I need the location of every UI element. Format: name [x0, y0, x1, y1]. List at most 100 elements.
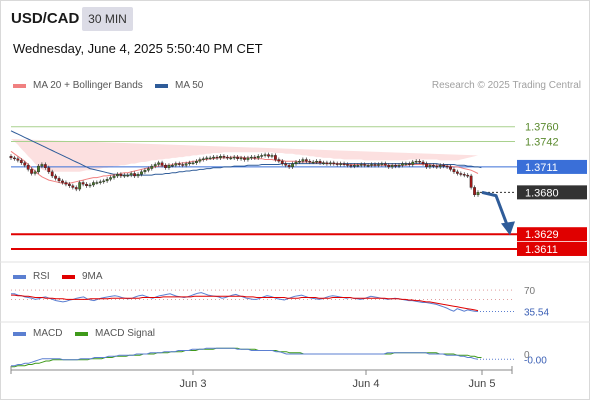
timeframe-badge[interactable]: 30 MIN: [82, 7, 133, 31]
candle-body: [195, 160, 198, 164]
candle-body: [54, 175, 58, 179]
bollinger-band-fill: [11, 139, 478, 172]
time-axis-label: Jun 5: [469, 378, 496, 390]
candle-body: [16, 158, 20, 161]
candle-body: [411, 161, 415, 165]
candle-body: [274, 155, 277, 160]
candle-body: [205, 157, 209, 160]
candle-body: [284, 163, 288, 166]
macd-signal-line: [11, 347, 482, 368]
candle-body: [315, 160, 319, 163]
candle-body: [401, 163, 404, 166]
candle-body: [119, 174, 123, 177]
candle-body: [201, 158, 205, 160]
symbol-title: USD/CAD: [11, 10, 80, 27]
candle-body: [140, 171, 143, 175]
candle-body: [88, 184, 92, 187]
candle-body: [380, 163, 384, 165]
candle-body: [366, 165, 370, 167]
macd-legend-label: MACD: [33, 328, 63, 339]
candle-body: [438, 165, 442, 168]
candle-body: [298, 160, 301, 163]
candle-body: [174, 163, 178, 166]
candle-body: [301, 159, 305, 162]
candle-body: [456, 171, 459, 174]
candle-body: [26, 165, 30, 170]
level-tag-last: [517, 185, 587, 200]
candle-body: [414, 160, 418, 163]
candle-body: [243, 157, 246, 160]
candle-body: [322, 162, 325, 165]
candle-body: [43, 164, 47, 168]
candle-body: [215, 156, 219, 159]
level-tag-support: [517, 241, 587, 256]
candle-body: [421, 161, 425, 164]
candle-body: [136, 174, 140, 177]
candle-body: [81, 182, 85, 185]
macd-line: [11, 347, 479, 367]
candle-body: [407, 163, 411, 165]
macd-zero-label: 0: [524, 350, 530, 361]
candle-body: [459, 173, 463, 175]
candle-body: [184, 163, 188, 166]
level-label-pivot: 1.3711: [525, 162, 558, 174]
candle-body: [387, 165, 391, 168]
candle-body: [160, 162, 164, 166]
candle-body: [23, 162, 27, 166]
level-label-last: 1.3680: [525, 187, 559, 199]
candle-body: [30, 169, 33, 174]
candle-body: [109, 177, 112, 180]
candle-body: [222, 156, 226, 158]
level-label-resistance: 1.3760: [525, 122, 559, 134]
candle-body: [287, 165, 291, 168]
candle-body: [232, 156, 236, 159]
forecast-arrow-shaft: [481, 190, 510, 228]
rsi-legend-label: RSI: [33, 271, 50, 282]
candle-body: [428, 165, 432, 168]
candle-body: [377, 164, 380, 166]
rsi-9ma-legend-swatch: [62, 275, 75, 279]
candle-body: [308, 160, 312, 163]
candle-body: [349, 165, 353, 167]
candle-body: [291, 163, 294, 168]
candle-body: [126, 174, 130, 177]
forecast-arrow-head: [501, 221, 515, 236]
candle-body: [260, 155, 264, 157]
candle-body: [85, 183, 88, 186]
rsi-line: [11, 292, 479, 312]
candle-body: [452, 169, 456, 173]
candle-body: [40, 164, 44, 167]
candle-body: [129, 173, 133, 176]
candle-body: [311, 161, 315, 164]
candle-body: [390, 165, 394, 168]
candle-body: [294, 161, 298, 164]
candle-body: [335, 163, 339, 165]
candle-body: [363, 164, 367, 166]
watermark: Research © 2025 Trading Central: [431, 80, 581, 91]
candle-body: [359, 164, 363, 166]
macd-signal-legend-swatch: [75, 332, 88, 336]
macd-legend-swatch: [13, 332, 26, 336]
candle-body: [356, 165, 360, 167]
candle-body: [404, 163, 408, 165]
macd-current-label: -0.00: [524, 355, 547, 366]
candle-body: [177, 163, 181, 165]
ma50-legend-swatch: [155, 84, 168, 88]
candle-body: [9, 156, 13, 159]
candle-body: [277, 159, 281, 162]
candle-body: [105, 179, 109, 182]
candle-body: [181, 164, 185, 166]
rsi-9ma-line: [11, 294, 479, 312]
candle-body: [167, 165, 171, 168]
candle-body: [325, 162, 329, 165]
ma50-legend-label: MA 50: [175, 80, 204, 91]
candle-body: [74, 187, 78, 190]
candle-body: [164, 165, 167, 168]
candle-body: [339, 163, 343, 165]
candle-body: [328, 162, 332, 165]
candle-body: [67, 183, 71, 186]
macd-signal-legend-label: MACD Signal: [95, 328, 156, 339]
candle-body: [476, 192, 480, 196]
candle-body: [33, 171, 37, 174]
